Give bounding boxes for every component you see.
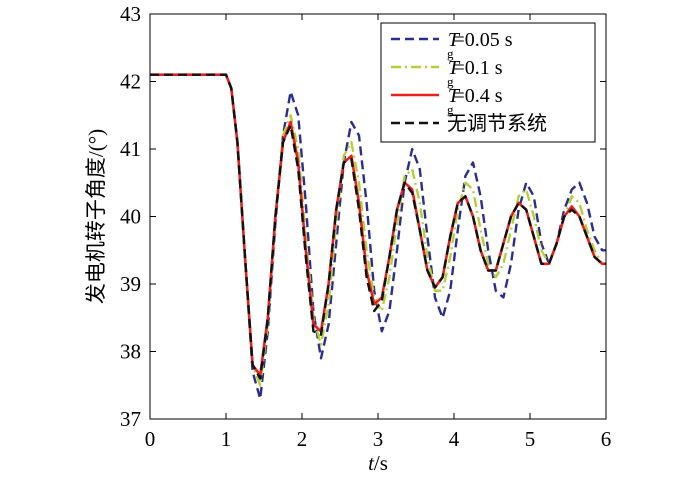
series-line-1 <box>150 73 606 387</box>
y-tick-label: 40 <box>120 205 141 229</box>
axes: 0 1 2 3 4 5 6 37 38 39 40 41 42 43 t/s 发电机转子角度/(°) <box>84 2 611 475</box>
legend-label-3: 无调节系统 <box>447 112 547 135</box>
x-tick-label: 5 <box>525 427 536 451</box>
x-tick-label: 2 <box>297 427 308 451</box>
y-axis-label: 发电机转子角度/(°) <box>84 129 108 304</box>
x-axis-label: t/s <box>368 451 388 475</box>
x-tick-label: 4 <box>449 427 460 451</box>
x-tick-label: 0 <box>145 427 156 451</box>
x-tick-label: 6 <box>601 427 612 451</box>
y-tick-label: 43 <box>120 2 141 26</box>
y-tick-label: 41 <box>120 137 141 161</box>
y-tick-label: 39 <box>120 272 141 296</box>
y-tick-label: 42 <box>120 70 141 94</box>
x-tick-label: 1 <box>221 427 232 451</box>
y-tick-label: 37 <box>120 407 141 431</box>
plot-area <box>150 73 606 400</box>
series-line-3 <box>150 73 606 380</box>
y-tick-label: 38 <box>120 340 141 364</box>
legend-box <box>380 22 596 143</box>
x-tick-label: 3 <box>373 427 384 451</box>
